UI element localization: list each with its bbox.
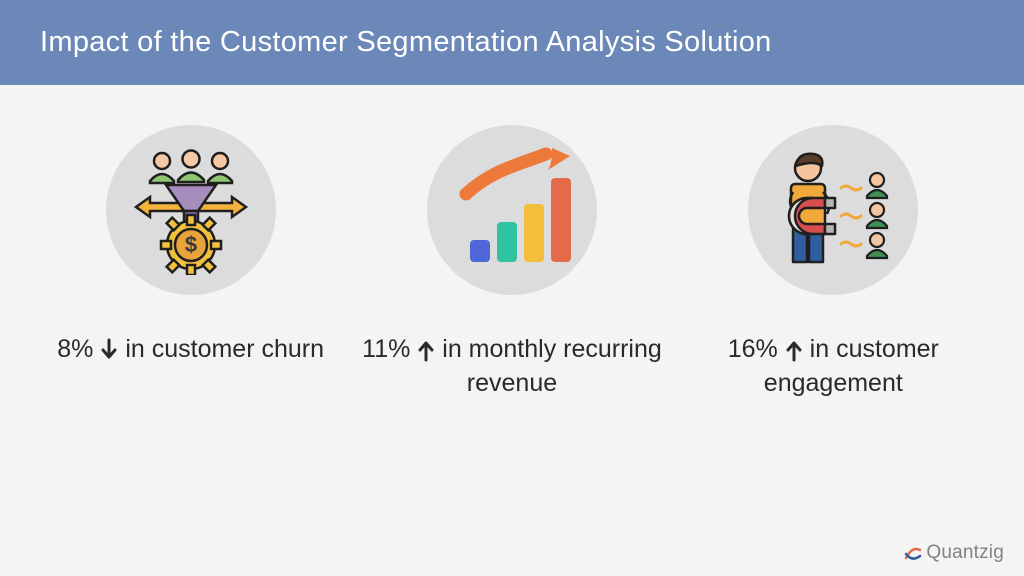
person-magnet-leads-icon: [763, 140, 903, 280]
metric-caption: 11% in monthly recurring revenue: [352, 333, 672, 401]
arrow-up-icon: [417, 338, 435, 362]
icon-circle: [748, 125, 918, 295]
icon-circle: [427, 125, 597, 295]
brand-logo: Quantzig: [904, 542, 1004, 564]
arrow-down-icon: [100, 338, 118, 362]
svg-text:$: $: [185, 232, 197, 257]
metric-card-churn: $ 8% in customer churn: [31, 125, 351, 367]
header-bar: Impact of the Customer Segmentation Anal…: [0, 0, 1024, 85]
metric-card-engagement: 16% in customer engagement: [673, 125, 993, 401]
page-title: Impact of the Customer Segmentation Anal…: [40, 26, 772, 58]
arrow-up-icon: [785, 338, 803, 362]
bar-chart-growth-icon: [442, 140, 582, 280]
metric-caption: 16% in customer engagement: [673, 333, 993, 401]
metric-caption: 8% in customer churn: [49, 333, 332, 367]
metric-card-mrr: 11% in monthly recurring revenue: [352, 125, 672, 401]
metric-value: 8%: [57, 335, 93, 363]
metric-rest: in monthly recurring revenue: [442, 335, 662, 397]
metrics-row: $ 8% in customer churn: [0, 85, 1024, 576]
logo-mark-icon: [904, 544, 922, 562]
funnel-people-gear-icon: $: [126, 145, 256, 275]
metric-value: 11%: [362, 335, 410, 363]
icon-circle: $: [106, 125, 276, 295]
logo-text: Quantzig: [926, 542, 1004, 564]
metric-rest: in customer churn: [125, 335, 324, 363]
metric-value: 16%: [728, 335, 778, 363]
